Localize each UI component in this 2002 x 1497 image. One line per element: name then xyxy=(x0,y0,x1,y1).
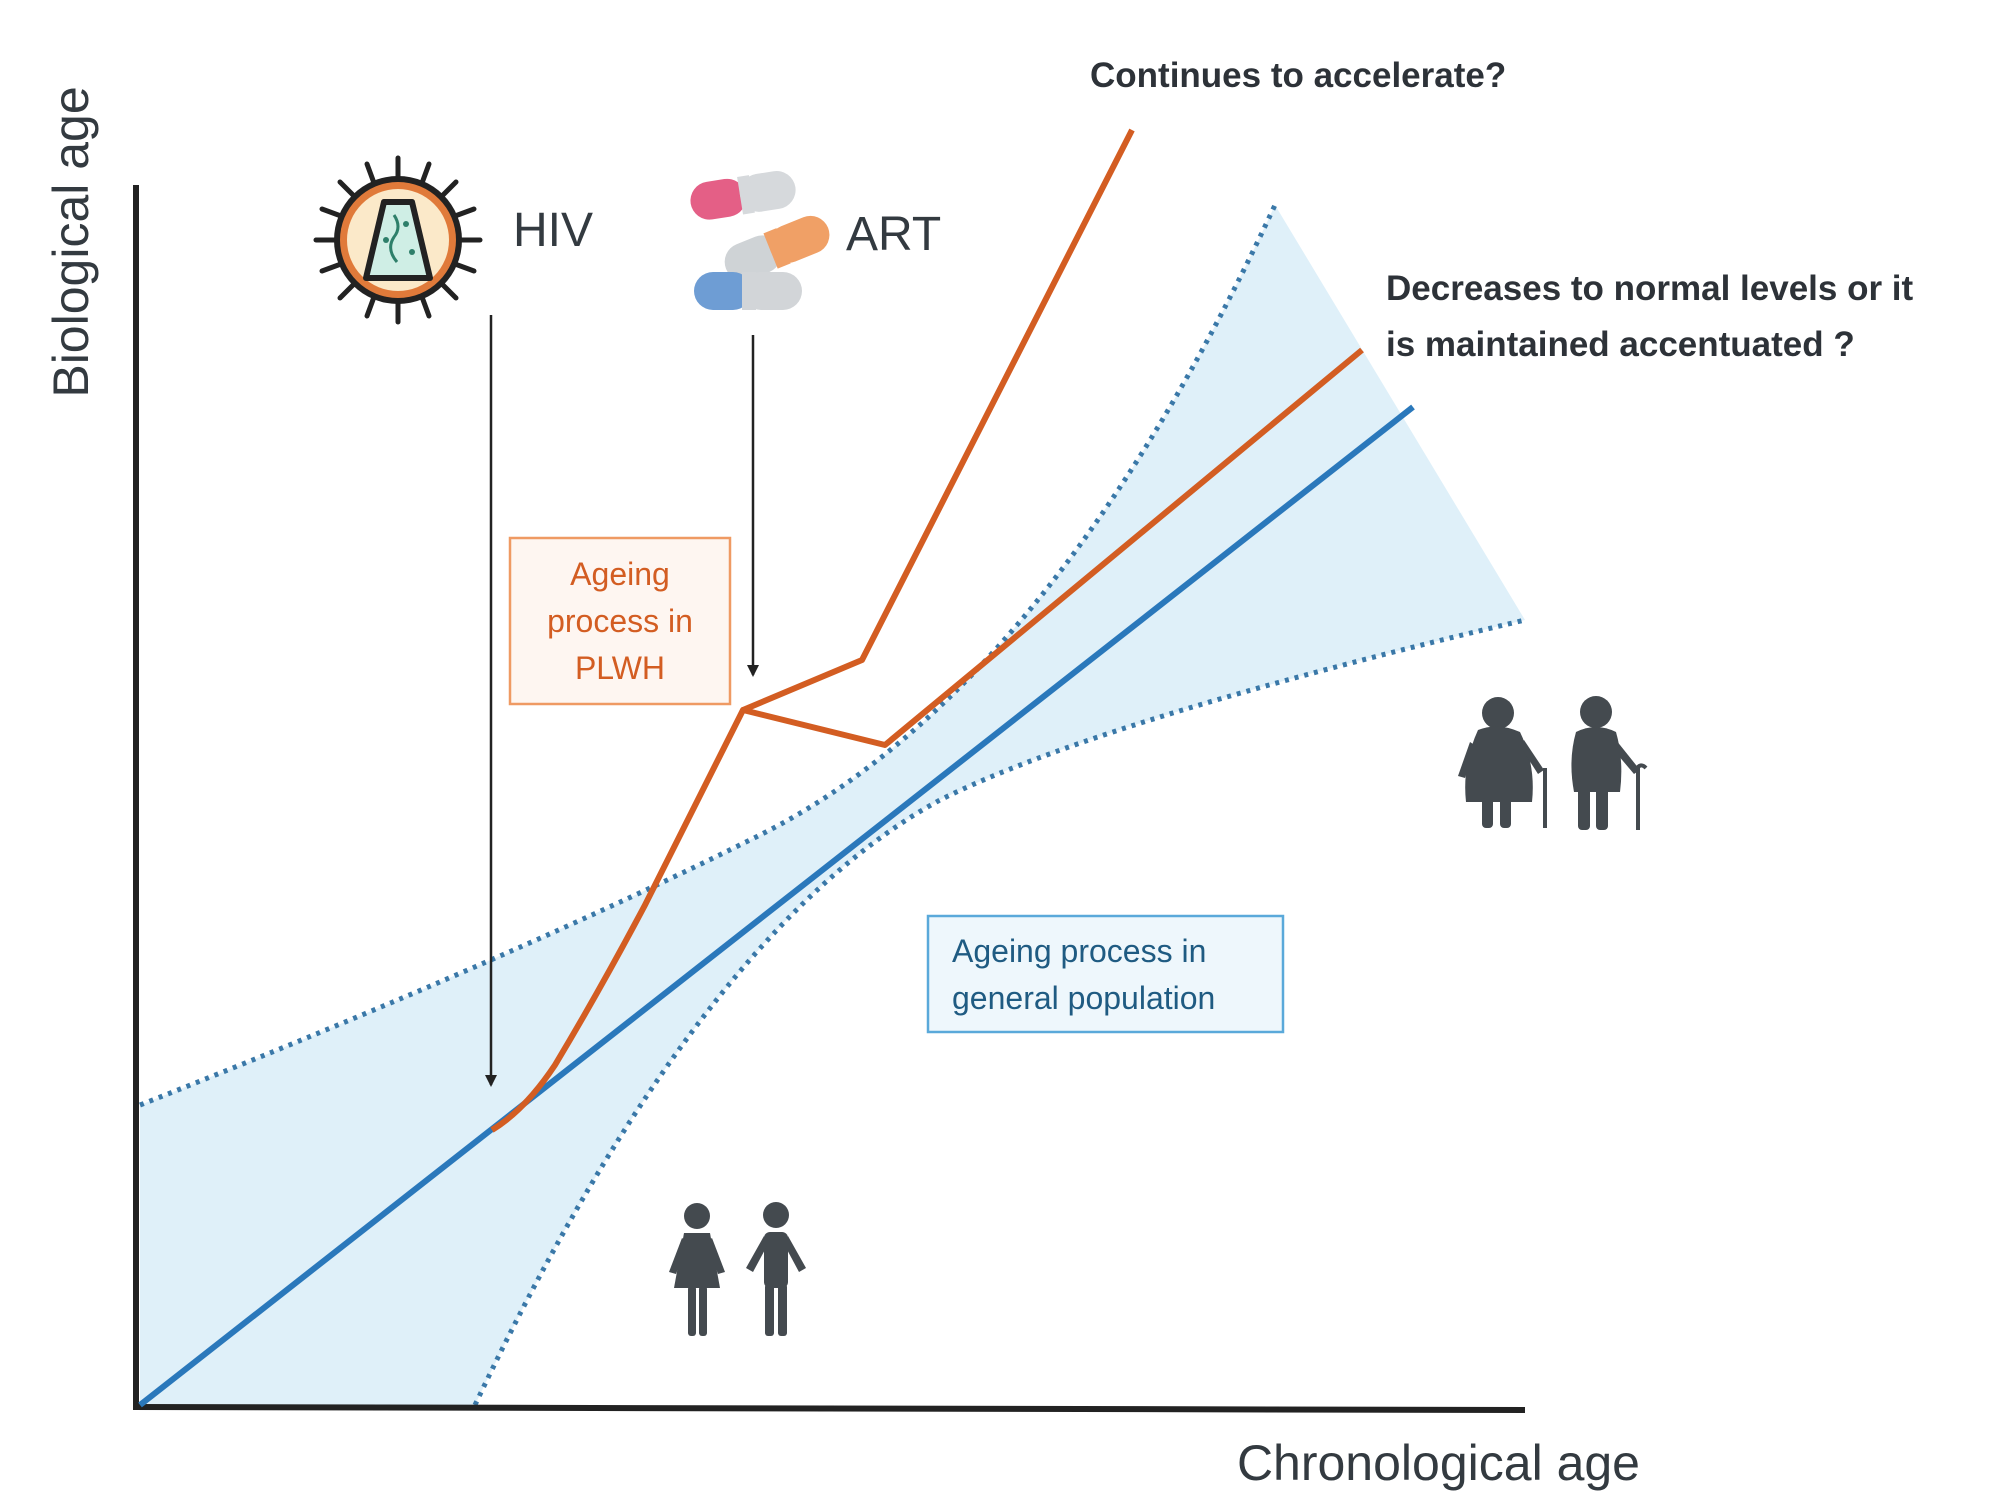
plwh-box-line2: process in xyxy=(547,603,693,639)
normal-question-line2: is maintained accentuated ? xyxy=(1386,325,1855,364)
accelerate-question: Continues to accelerate? xyxy=(1090,56,1506,95)
elderly-couple-icon xyxy=(1458,696,1648,830)
plwh-main-line xyxy=(490,347,1364,1133)
young-couple-icon xyxy=(669,1202,806,1336)
general-box-line2: general population xyxy=(952,980,1215,1016)
virus-icon xyxy=(313,155,483,325)
plwh-box-line1: Ageing xyxy=(570,556,670,592)
normal-question-line1: Decreases to normal levels or it xyxy=(1386,269,1914,308)
general-population-line xyxy=(138,404,1415,1408)
band-upper-edge xyxy=(139,203,1278,1108)
plwh-accelerate-branch xyxy=(741,128,1135,713)
x-axis xyxy=(132,1404,1526,1413)
x-axis-label: Chronological age xyxy=(1237,1435,1640,1491)
general-box-line1: Ageing process in xyxy=(952,933,1206,969)
hiv-label: HIV xyxy=(513,204,593,257)
y-axis-label: Biological age xyxy=(43,86,99,397)
pills-icon xyxy=(690,170,830,310)
plwh-box-line3: PLWH xyxy=(575,650,665,686)
general-population-box xyxy=(926,914,1285,1034)
art-label: ART xyxy=(846,208,941,261)
plwh-box xyxy=(508,536,732,706)
